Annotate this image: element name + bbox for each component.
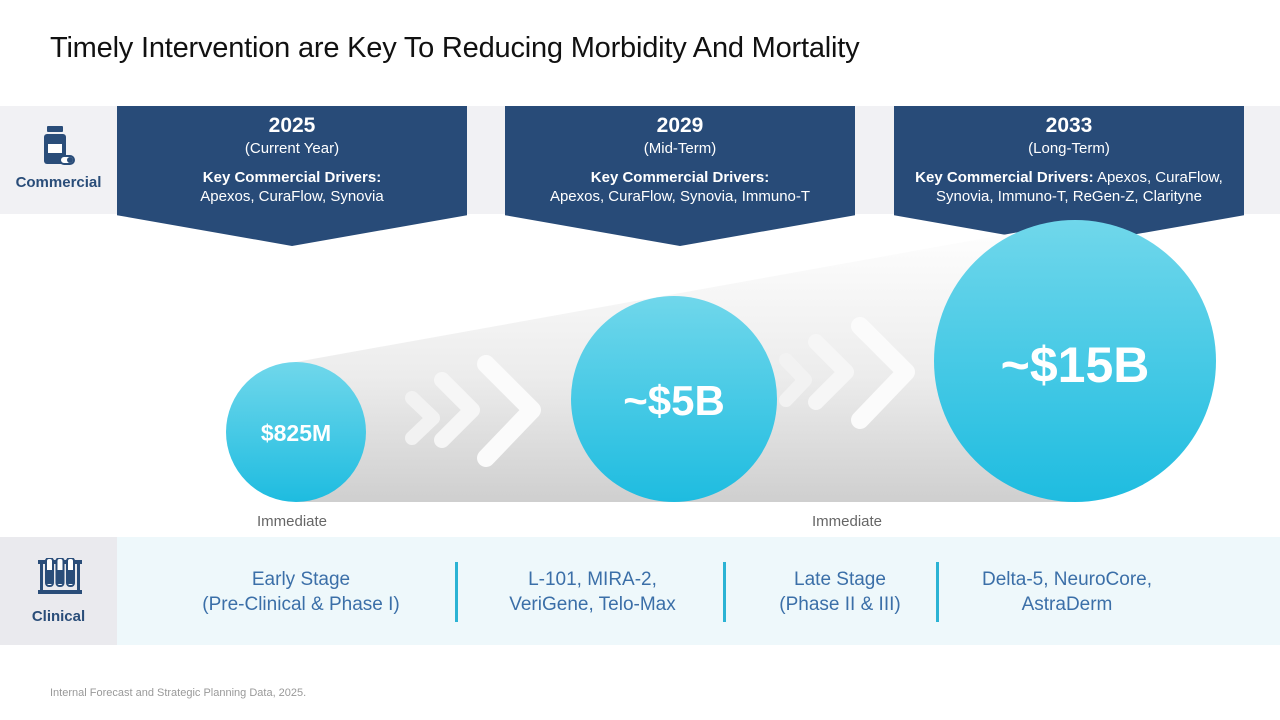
stage-line1: Delta-5, NeuroCore, bbox=[981, 569, 1153, 590]
milestone-year: 2029 bbox=[656, 114, 704, 137]
milestone-year: 2025 bbox=[268, 114, 316, 137]
clinical-stage-late: Late Stage (Phase II & III) bbox=[740, 567, 940, 617]
clinical-label: Clinical bbox=[31, 608, 86, 625]
milestone-drivers: Key Commercial Drivers: Apexos, CuraFlow… bbox=[117, 168, 467, 206]
drivers-label: Key Commercial Drivers: bbox=[202, 169, 382, 186]
clinical-band bbox=[0, 537, 1280, 645]
stage-line1: L-101, MIRA-2, bbox=[528, 569, 657, 590]
milestone-2029: 2029 (Mid-Term) Key Commercial Drivers: … bbox=[505, 106, 855, 246]
clinical-stage-early: Early Stage (Pre-Clinical & Phase I) bbox=[170, 567, 432, 617]
milestone-subtitle: (Mid-Term) bbox=[643, 140, 717, 157]
stage-line1: Late Stage bbox=[794, 569, 886, 590]
chevron-arrows-right bbox=[779, 317, 915, 429]
value-label-2033: ~$15B bbox=[1000, 337, 1150, 393]
stage-line2: (Phase II & III) bbox=[779, 594, 901, 615]
milestone-subtitle: (Current Year) bbox=[244, 140, 340, 157]
commercial-label: Commercial bbox=[15, 174, 102, 191]
clinical-stage-late-assets: Delta-5, NeuroCore, AstraDerm bbox=[952, 567, 1182, 617]
value-circle-2029 bbox=[571, 296, 777, 502]
milestone-drivers: Key Commercial Drivers: Apexos, CuraFlow… bbox=[894, 168, 1244, 206]
milestone-drivers: Key Commercial Drivers: Apexos, CuraFlow… bbox=[505, 168, 855, 206]
value-circle-2033 bbox=[934, 220, 1216, 502]
immediate-label-1: Immediate bbox=[257, 513, 328, 530]
stage-divider bbox=[455, 562, 458, 622]
test-tubes-icon bbox=[38, 557, 82, 603]
medicine-bottle-icon bbox=[42, 126, 76, 171]
drivers-list: Apexos, CuraFlow, bbox=[1096, 169, 1223, 186]
value-label-2029: ~$5B bbox=[623, 377, 725, 424]
drivers-list-continued: Synovia, Immuno-T, ReGen-Z, Clarityne bbox=[936, 188, 1202, 205]
clinical-stage-early-assets: L-101, MIRA-2, VeriGene, Telo-Max bbox=[470, 567, 715, 617]
milestone-2025: 2025 (Current Year) Key Commercial Drive… bbox=[117, 106, 467, 246]
value-circle-2025 bbox=[226, 362, 366, 502]
stage-line1: Early Stage bbox=[251, 569, 351, 590]
chevron-arrows-left bbox=[405, 355, 541, 467]
page-title: Timely Intervention are Key To Reducing … bbox=[50, 32, 860, 64]
drivers-list: Apexos, CuraFlow, Synovia, Immuno-T bbox=[549, 188, 811, 205]
stage-divider bbox=[723, 562, 726, 622]
milestone-year: 2033 bbox=[1045, 114, 1093, 137]
value-label-2025: $825M bbox=[260, 420, 332, 446]
drivers-label: Key Commercial Drivers: bbox=[590, 169, 770, 186]
drivers-label: Key Commercial Drivers: bbox=[915, 169, 1094, 186]
immediate-label-2: Immediate bbox=[812, 513, 883, 530]
drivers-list: Apexos, CuraFlow, Synovia bbox=[200, 188, 384, 205]
stage-divider bbox=[936, 562, 939, 622]
stage-line2: (Pre-Clinical & Phase I) bbox=[202, 594, 400, 615]
stage-line2: VeriGene, Telo-Max bbox=[509, 594, 676, 615]
milestone-subtitle: (Long-Term) bbox=[1028, 140, 1110, 157]
source-footnote: Internal Forecast and Strategic Planning… bbox=[50, 687, 307, 699]
stage-line2: AstraDerm bbox=[1021, 594, 1113, 615]
